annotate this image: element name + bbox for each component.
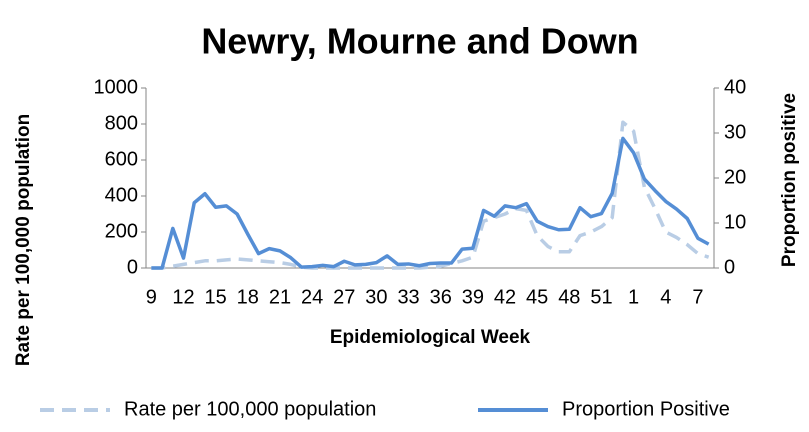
x-tick-label: 12 — [172, 286, 194, 308]
x-tick-label: 18 — [237, 286, 259, 308]
x-axis-title: Epidemiological Week — [330, 327, 531, 348]
x-tick-label: 15 — [205, 286, 227, 308]
y2-tick-label: 30 — [724, 121, 746, 143]
y-tick-label: 800 — [105, 112, 138, 134]
x-tick-label: 7 — [692, 286, 703, 308]
y-tick-label: 200 — [105, 220, 138, 242]
x-tick-label: 1 — [628, 286, 639, 308]
x-tick-label: 4 — [660, 286, 671, 308]
x-tick-label: 36 — [430, 286, 452, 308]
x-tick-label: 51 — [590, 286, 612, 308]
x-tick-label: 45 — [526, 286, 548, 308]
legend-label: Rate per 100,000 population — [124, 398, 376, 420]
y-tick-label: 0 — [127, 256, 138, 278]
y-tick-label: 600 — [105, 148, 138, 170]
x-tick-label: 30 — [365, 286, 387, 308]
x-tick-label: 33 — [397, 286, 419, 308]
x-tick-label: 42 — [494, 286, 516, 308]
y2-tick-label: 40 — [724, 76, 746, 98]
y-axis-title: Rate per 100,000 population — [13, 114, 34, 366]
legend-label: Proportion Positive — [562, 398, 730, 420]
x-tick-label: 39 — [462, 286, 484, 308]
series-line — [151, 136, 710, 270]
x-tick-label: 24 — [301, 286, 323, 308]
x-tick-label: 9 — [146, 286, 157, 308]
y2-axis-title: Proportion positive — [779, 93, 800, 267]
x-tick-label: 27 — [333, 286, 355, 308]
series-line — [151, 120, 710, 270]
y2-tick-label: 10 — [724, 211, 746, 233]
y-tick-label: 1000 — [94, 76, 139, 98]
x-tick-label: 48 — [558, 286, 580, 308]
y2-tick-label: 0 — [724, 256, 735, 278]
y-tick-label: 400 — [105, 184, 138, 206]
x-tick-label: 21 — [269, 286, 291, 308]
chart-title: Newry, Mourne and Down — [201, 21, 638, 62]
y2-tick-label: 20 — [724, 166, 746, 188]
